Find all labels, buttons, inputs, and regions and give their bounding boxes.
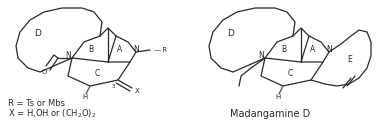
Text: B: B xyxy=(282,44,287,54)
Text: H: H xyxy=(276,94,280,100)
Text: A: A xyxy=(118,44,122,54)
Text: N: N xyxy=(65,52,71,60)
Text: D: D xyxy=(228,30,234,38)
Text: N: N xyxy=(326,46,332,54)
Text: H: H xyxy=(82,94,88,100)
Text: Madangamine D: Madangamine D xyxy=(230,109,310,119)
Text: R = Ts or Mbs: R = Ts or Mbs xyxy=(8,98,65,108)
Text: C: C xyxy=(287,68,293,78)
Text: — R: — R xyxy=(154,47,167,53)
Text: C: C xyxy=(94,68,100,78)
Text: B: B xyxy=(88,44,94,54)
Text: E: E xyxy=(348,56,352,64)
Text: N: N xyxy=(258,52,264,60)
Text: X = H,OH or (CH$_2$O)$_2$: X = H,OH or (CH$_2$O)$_2$ xyxy=(8,108,96,120)
Text: N: N xyxy=(133,46,139,54)
Text: A: A xyxy=(310,44,316,54)
Text: X: X xyxy=(135,88,139,94)
Text: D: D xyxy=(34,30,42,38)
Text: O: O xyxy=(41,69,47,75)
Text: 3: 3 xyxy=(111,84,115,88)
